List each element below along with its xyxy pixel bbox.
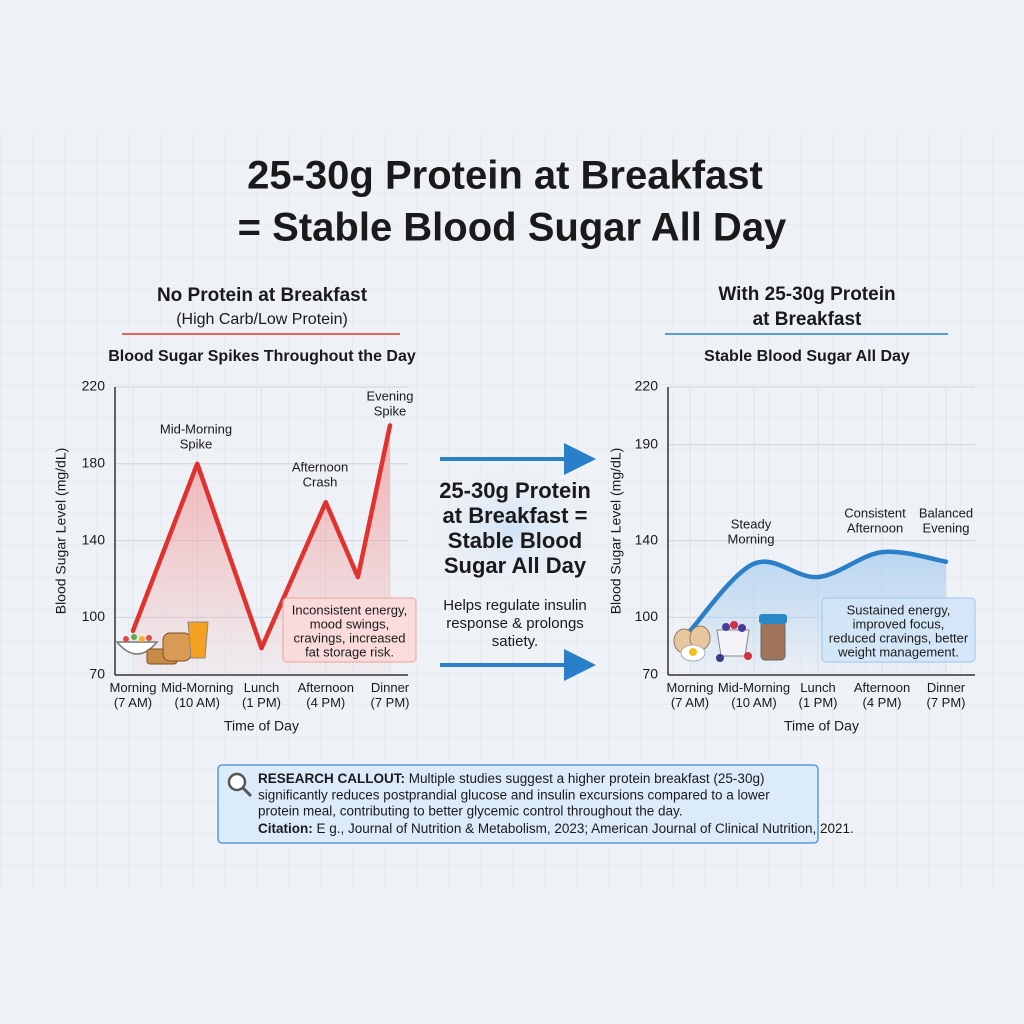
callout-text: Inconsistent energy, [292, 602, 407, 617]
chart-title: Stable Blood Sugar All Day [704, 348, 910, 365]
x-tick-label: Lunch (1 PM) [242, 680, 281, 710]
title-line: 25-30g Protein at Breakfast [247, 154, 763, 198]
chart-title: Blood Sugar Spikes Throughout the Day [108, 348, 416, 365]
panel-subheading: (High Carb/Low Protein) [176, 311, 348, 328]
x-tick-label: Dinner (7 PM) [927, 680, 966, 710]
x-tick-label: Morning (7 AM) [667, 680, 714, 710]
food-icons [673, 614, 787, 662]
annotation: Balanced [919, 505, 973, 520]
annotation: Crash [303, 474, 338, 489]
callout-box [282, 597, 417, 663]
annotation: Afternoon [847, 520, 903, 535]
callout-text: Sustained energy, [847, 602, 951, 617]
x-tick-label: Dinner (7 PM) [371, 680, 410, 710]
callout-text: fat storage risk. [305, 644, 394, 659]
magnifier-icon [227, 772, 247, 792]
citation-label: Citation: [258, 821, 313, 836]
y-tick-label: 180 [82, 455, 106, 471]
callout-box [821, 597, 976, 663]
food-icons [115, 621, 209, 665]
center-headline: 25-30g Protein [439, 478, 591, 503]
research-line: significantly reduces postprandial gluco… [258, 788, 770, 803]
x-axis-title: Time of Day [784, 718, 859, 734]
center-text: satiety. [492, 633, 538, 650]
y-axis-title: Blood Sugar Level (mg/dL) [608, 448, 624, 615]
annotation: Consistent [844, 505, 906, 520]
annotation: Mid-Morning [160, 421, 232, 436]
x-tick-label: Afternoon (4 PM) [298, 680, 354, 710]
panel-heading: No Protein at Breakfast [157, 285, 368, 306]
magnifier-icon [241, 786, 253, 798]
callout-text: weight management. [837, 644, 959, 659]
title-line: = Stable Blood Sugar All Day [238, 206, 787, 250]
center-headline: at Breakfast = [443, 503, 588, 528]
callout-text: mood swings, [310, 616, 389, 631]
callout-text: reduced cravings, better [829, 630, 969, 645]
y-axis-title: Blood Sugar Level (mg/dL) [53, 448, 69, 615]
line [130, 423, 393, 651]
y-tick-label: 190 [635, 435, 659, 451]
annotation: Morning [728, 531, 775, 546]
center-text: Helps regulate insulin [443, 597, 586, 614]
x-tick-label: Lunch (1 PM) [799, 680, 838, 710]
x-tick-label: Mid-Morning (10 AM) [161, 680, 233, 710]
callout-text: cravings, increased [294, 630, 406, 645]
research-text: RESEARCH CALLOUT: Multiple studies sugge… [258, 771, 764, 786]
x-axis-title: Time of Day [224, 718, 299, 734]
research-line: Multiple studies suggest a higher protei… [405, 771, 764, 786]
research-line: protein meal, contributing to better gly… [258, 804, 683, 819]
y-tick-label: 140 [82, 531, 106, 547]
panel-heading: at Breakfast [753, 309, 862, 330]
y-tick-label: 70 [89, 666, 105, 682]
y-tick-label: 100 [82, 608, 106, 624]
annotation: Evening [367, 388, 414, 403]
y-tick-label: 220 [82, 378, 106, 394]
annotation: Steady [731, 516, 772, 531]
citation: E g., Journal of Nutrition & Metabolism,… [313, 821, 854, 836]
research-box [217, 764, 819, 844]
x-tick-label: Afternoon (4 PM) [854, 680, 910, 710]
annotation: Spike [180, 436, 213, 451]
annotation: Evening [923, 520, 970, 535]
callout-text: improved focus, [853, 616, 945, 631]
center-headline: Sugar All Day [444, 553, 587, 578]
x-tick-label: Mid-Morning (10 AM) [718, 680, 790, 710]
y-tick-label: 70 [642, 666, 658, 682]
y-tick-label: 140 [635, 531, 659, 547]
research-text: Citation: E g., Journal of Nutrition & M… [258, 821, 854, 836]
glow [418, 458, 608, 598]
line [687, 549, 949, 634]
annotation: Spike [374, 403, 407, 418]
center-headline: Stable Blood [448, 528, 582, 553]
research-label: RESEARCH CALLOUT: [258, 771, 405, 786]
center-text: response & prolongs [446, 615, 584, 632]
panel-heading: With 25-30g Protein [718, 284, 895, 305]
annotation: Afternoon [292, 459, 348, 474]
y-tick-label: 100 [635, 608, 659, 624]
x-tick-label: Morning (7 AM) [110, 680, 157, 710]
y-tick-label: 220 [635, 378, 659, 394]
